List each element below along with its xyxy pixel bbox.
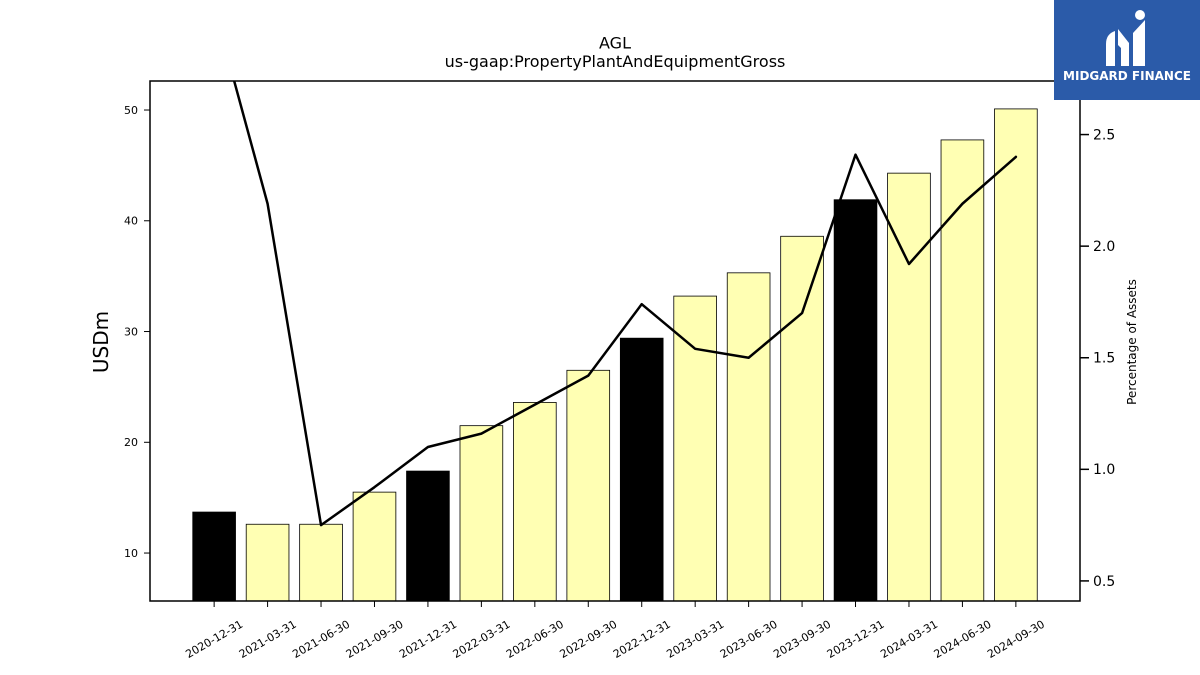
bar-2021-06-30 — [299, 523, 343, 601]
midgard-logo-icon — [1106, 10, 1145, 66]
x-tick-label: 2021-09-30 — [344, 618, 406, 661]
bar-2021-12-31 — [406, 470, 450, 601]
x-tick-label: 2022-09-30 — [558, 618, 620, 661]
y2-axis-label: Percentage of Assets — [1125, 279, 1139, 405]
x-tick-label: 2021-12-31 — [397, 618, 459, 661]
bar-2022-06-30 — [513, 402, 557, 601]
left-y-axis-ticks: 10 20 30 40 50 — [124, 104, 150, 560]
bar-2022-09-30 — [566, 369, 611, 601]
chart-title: AGL — [599, 34, 631, 53]
x-tick-label: 2020-12-31 — [183, 618, 245, 661]
logo-left-stroke — [1106, 31, 1115, 66]
x-tick-label: 2023-03-31 — [664, 618, 726, 661]
right-y-axis-ticks: 0.5 1.0 1.5 2.0 2.5 — [1080, 127, 1115, 590]
x-axis-ticks: 2020-12-312021-03-312021-06-302021-09-30… — [183, 601, 1047, 661]
midgard-finance-logo: MIDGARD FINANCE — [1054, 0, 1200, 100]
y2-tick-label: 1.0 — [1093, 462, 1115, 478]
x-tick-label: 2023-09-30 — [771, 618, 833, 661]
x-tick-label: 2024-06-30 — [932, 618, 994, 661]
bar-2024-06-30 — [940, 139, 985, 601]
x-tick-label: 2023-12-31 — [825, 618, 887, 661]
y-tick-label: 50 — [124, 104, 138, 117]
logo-dot — [1135, 10, 1145, 20]
y-tick-label: 20 — [124, 436, 138, 449]
y-axis-label: USDm — [89, 311, 113, 373]
x-tick-label: 2023-06-30 — [718, 618, 780, 661]
x-tick-label: 2022-06-30 — [504, 618, 566, 661]
y2-tick-label: 2.0 — [1093, 239, 1115, 255]
bar-series — [192, 108, 1038, 601]
bar-2021-03-31 — [245, 523, 290, 601]
logo-middle-stroke — [1118, 29, 1129, 66]
bar-2020-12-31 — [192, 511, 236, 601]
bar-2022-03-31 — [459, 425, 504, 601]
logo-right-stroke — [1133, 20, 1145, 66]
bar-2021-09-30 — [352, 491, 397, 601]
y2-tick-label: 1.5 — [1093, 351, 1115, 367]
x-tick-label: 2021-03-31 — [237, 618, 299, 661]
x-tick-label: 2022-12-31 — [611, 618, 673, 661]
y-tick-label: 10 — [124, 547, 138, 560]
bar-2024-09-30 — [994, 108, 1038, 601]
bar-2023-12-31 — [833, 199, 878, 601]
y-tick-label: 40 — [124, 215, 138, 228]
x-tick-label: 2022-03-31 — [451, 618, 513, 661]
bar-2022-12-31 — [619, 337, 664, 601]
y-tick-label: 30 — [124, 325, 138, 338]
line-series — [232, 81, 1018, 527]
x-tick-label: 2021-06-30 — [290, 618, 352, 661]
bar-2023-06-30 — [726, 272, 771, 601]
bar-2023-03-31 — [673, 295, 717, 601]
plot-frame — [149, 80, 1081, 602]
logo-text: MIDGARD FINANCE — [1063, 69, 1191, 83]
chart-subtitle: us-gaap:PropertyPlantAndEquipmentGross — [445, 52, 786, 71]
x-tick-label: 2024-03-31 — [878, 618, 940, 661]
x-tick-label: 2024-09-30 — [985, 618, 1047, 661]
y2-tick-label: 2.5 — [1093, 127, 1115, 143]
bar-2024-03-31 — [887, 172, 931, 601]
y2-tick-label: 0.5 — [1093, 574, 1115, 590]
percentage-of-assets-line — [232, 81, 1018, 527]
bar-2023-09-30 — [780, 235, 824, 601]
